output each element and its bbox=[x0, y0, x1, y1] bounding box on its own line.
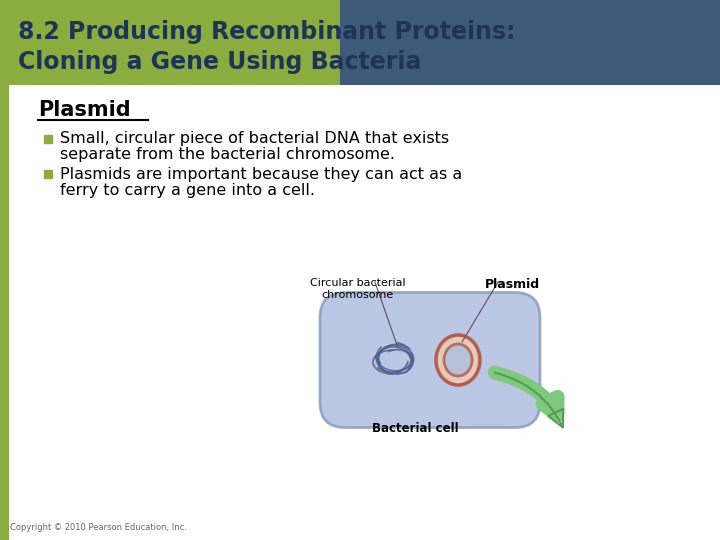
Text: Copyright © 2010 Pearson Education, Inc.: Copyright © 2010 Pearson Education, Inc. bbox=[10, 523, 187, 532]
Text: 8.2 Producing Recombinant Proteins:: 8.2 Producing Recombinant Proteins: bbox=[18, 20, 516, 44]
Bar bbox=[0, 0, 340, 85]
Text: Circular bacterial
chromosome: Circular bacterial chromosome bbox=[310, 278, 406, 300]
Bar bbox=[0, 80, 9, 540]
Ellipse shape bbox=[444, 344, 472, 376]
Text: Plasmid: Plasmid bbox=[485, 278, 539, 291]
Bar bbox=[44, 170, 52, 178]
Bar bbox=[44, 135, 52, 143]
Text: Bacterial cell: Bacterial cell bbox=[372, 422, 459, 435]
Ellipse shape bbox=[436, 335, 480, 385]
Text: separate from the bacterial chromosome.: separate from the bacterial chromosome. bbox=[60, 147, 395, 163]
Text: Plasmid: Plasmid bbox=[38, 100, 130, 120]
Text: Small, circular piece of bacterial DNA that exists: Small, circular piece of bacterial DNA t… bbox=[60, 132, 449, 146]
Text: ferry to carry a gene into a cell.: ferry to carry a gene into a cell. bbox=[60, 183, 315, 198]
Text: Plasmids are important because they can act as a: Plasmids are important because they can … bbox=[60, 166, 462, 181]
Text: Cloning a Gene Using Bacteria: Cloning a Gene Using Bacteria bbox=[18, 50, 421, 74]
FancyBboxPatch shape bbox=[320, 293, 540, 428]
Bar bbox=[0, 0, 720, 85]
